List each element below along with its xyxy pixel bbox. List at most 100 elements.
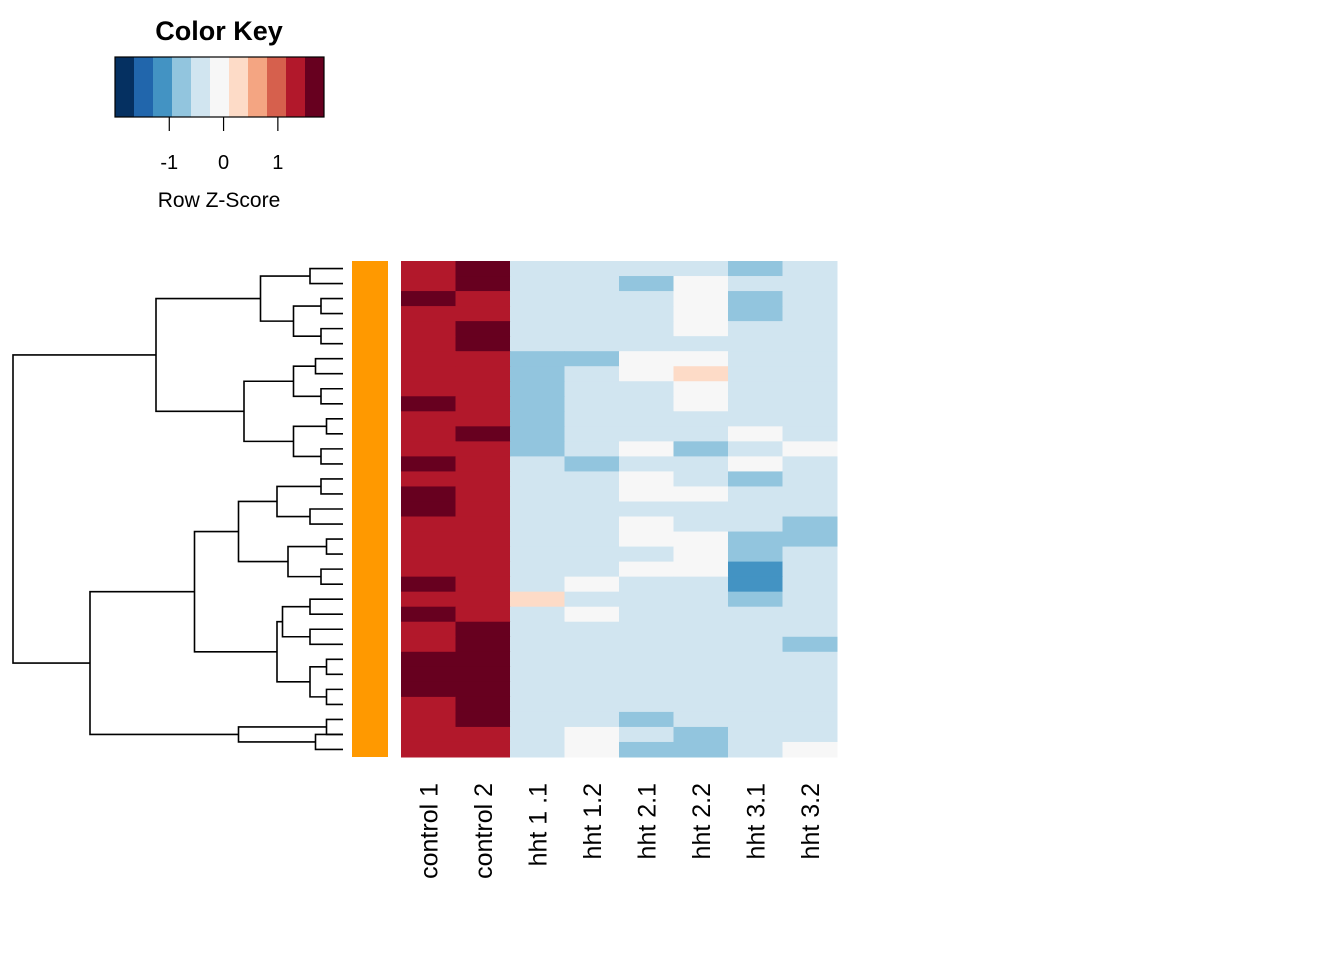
heatmap-cell <box>401 531 456 548</box>
heatmap-cell <box>401 456 456 472</box>
heatmap-cell <box>455 666 511 683</box>
heatmap-cell <box>510 516 565 533</box>
heatmap-cell <box>619 651 674 668</box>
dendrogram-branch <box>325 718 343 736</box>
heatmap-cell <box>510 576 565 593</box>
heatmap-cell <box>619 291 674 307</box>
heatmap-cell <box>564 351 620 367</box>
heatmap-cell <box>673 516 729 533</box>
color-key-ticks: -1 0 1 <box>160 117 283 174</box>
heatmap-cell <box>619 426 674 442</box>
heatmap-cell <box>455 651 511 668</box>
heatmap-cell <box>619 561 674 578</box>
heatmap-cell <box>673 381 729 397</box>
heatmap-cell <box>728 261 783 277</box>
heatmap-cell <box>673 576 729 593</box>
heatmap-cell <box>401 696 456 713</box>
heatmap-cell <box>455 711 511 728</box>
heatmap-cell <box>782 426 838 442</box>
heatmap-cell <box>728 696 783 713</box>
dendrogram-branch <box>155 297 261 413</box>
heatmap-cell <box>401 666 456 683</box>
dendrogram-branch <box>89 590 239 736</box>
heatmap-cell <box>619 606 674 623</box>
heatmap-cell <box>728 516 783 533</box>
heatmap-cell <box>401 261 456 277</box>
heatmap-cell <box>782 306 838 322</box>
heatmap-cell <box>455 261 511 277</box>
heatmap-cell <box>728 651 783 668</box>
heatmap-cell <box>728 666 783 683</box>
color-key-swatch <box>305 57 325 117</box>
heatmap-cell <box>401 711 456 728</box>
dendrogram-branch <box>292 365 321 398</box>
heatmap-cell <box>619 591 674 608</box>
heatmap-cell <box>510 666 565 683</box>
dendrogram-branch <box>325 538 343 555</box>
dendrogram-branch <box>309 628 343 646</box>
dendrogram-branch <box>314 357 343 375</box>
heatmap-cell <box>564 681 620 698</box>
heatmap-cell <box>401 561 456 578</box>
heatmap-cell <box>455 531 511 548</box>
heatmap-cell <box>564 336 620 352</box>
heatmap-cell <box>401 411 456 427</box>
heatmap-cell <box>510 381 565 397</box>
heatmap-cell <box>728 411 783 427</box>
heatmap-cell <box>401 306 456 322</box>
heatmap-cell <box>673 261 729 277</box>
dendrogram-branch <box>281 605 310 638</box>
heatmap-cell <box>619 306 674 322</box>
heatmap-cell <box>401 546 456 563</box>
column-label: hht 2.1 <box>633 783 661 859</box>
heatmap-cell <box>619 471 674 487</box>
heatmap-cell <box>455 351 511 367</box>
heatmap-cell <box>782 411 838 427</box>
dendrogram-branch <box>320 478 343 495</box>
heatmap-cell <box>673 336 729 352</box>
heatmap-cell <box>510 426 565 442</box>
heatmap-cell <box>455 576 511 593</box>
heatmap-cell <box>401 321 456 337</box>
row-side-color-bar <box>352 261 388 757</box>
heatmap-cell <box>673 651 729 668</box>
heatmap-cell <box>401 501 456 518</box>
heatmap-cell <box>401 381 456 397</box>
heatmap-cell <box>564 606 620 623</box>
heatmap-cell <box>564 321 620 337</box>
heatmap-cell <box>728 561 783 578</box>
color-key-label: Row Z-Score <box>158 189 281 212</box>
heatmap-cell <box>728 426 783 442</box>
heatmap-cell <box>782 651 838 668</box>
heatmap-cell <box>673 486 729 502</box>
heatmap-cell <box>401 741 456 758</box>
heatmap-cell <box>728 291 783 307</box>
heatmap-cell <box>401 276 456 292</box>
heatmap-cell <box>673 441 729 457</box>
column-label: hht 2.2 <box>688 783 716 859</box>
dendrogram-branch <box>309 508 343 525</box>
heatmap-cell <box>510 486 565 502</box>
heatmap-cell <box>673 396 729 412</box>
heatmap-cell <box>510 471 565 487</box>
heatmap-cell <box>782 591 838 608</box>
heatmap-cell <box>782 726 838 743</box>
heatmap-cell <box>455 381 511 397</box>
heatmap-cell <box>564 381 620 397</box>
heatmap-cell <box>728 336 783 352</box>
heatmap-cell <box>619 276 674 292</box>
heatmap-cell <box>401 486 456 502</box>
heatmap-cell <box>564 366 620 382</box>
heatmap-cell <box>673 501 729 518</box>
heatmap-cell <box>673 456 729 472</box>
heatmap-cell <box>619 501 674 518</box>
heatmap-cell <box>564 456 620 472</box>
heatmap-cell <box>564 471 620 487</box>
heatmap-cell <box>728 306 783 322</box>
heatmap-cell <box>673 621 729 638</box>
heatmap-cell <box>619 621 674 638</box>
heatmap-cell <box>728 546 783 563</box>
heatmap-cell <box>728 606 783 623</box>
heatmap-cell <box>455 336 511 352</box>
heatmap-cell <box>564 576 620 593</box>
